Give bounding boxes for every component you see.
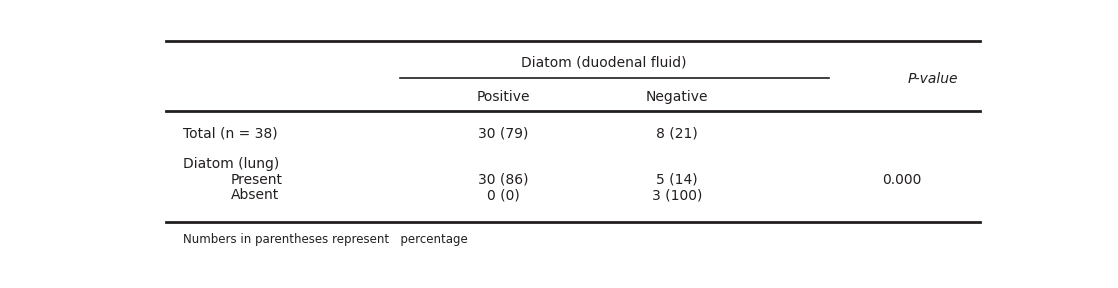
Text: P-value: P-value: [908, 72, 958, 86]
Text: Diatom (lung): Diatom (lung): [183, 157, 280, 171]
Text: 5 (14): 5 (14): [656, 173, 698, 187]
Text: Total (n = 38): Total (n = 38): [183, 126, 277, 140]
Text: Absent: Absent: [230, 188, 280, 202]
Text: 30 (79): 30 (79): [479, 126, 529, 140]
Text: Present: Present: [230, 173, 283, 187]
Text: 0.000: 0.000: [882, 173, 922, 187]
Text: 3 (100): 3 (100): [652, 188, 702, 202]
Text: Negative: Negative: [646, 90, 708, 104]
Text: Numbers in parentheses represent   percentage: Numbers in parentheses represent percent…: [183, 233, 467, 246]
Text: Positive: Positive: [477, 90, 530, 104]
Text: Diatom (duodenal fluid): Diatom (duodenal fluid): [521, 55, 686, 69]
Text: 8 (21): 8 (21): [656, 126, 698, 140]
Text: 30 (86): 30 (86): [479, 173, 529, 187]
Text: 0 (0): 0 (0): [487, 188, 520, 202]
